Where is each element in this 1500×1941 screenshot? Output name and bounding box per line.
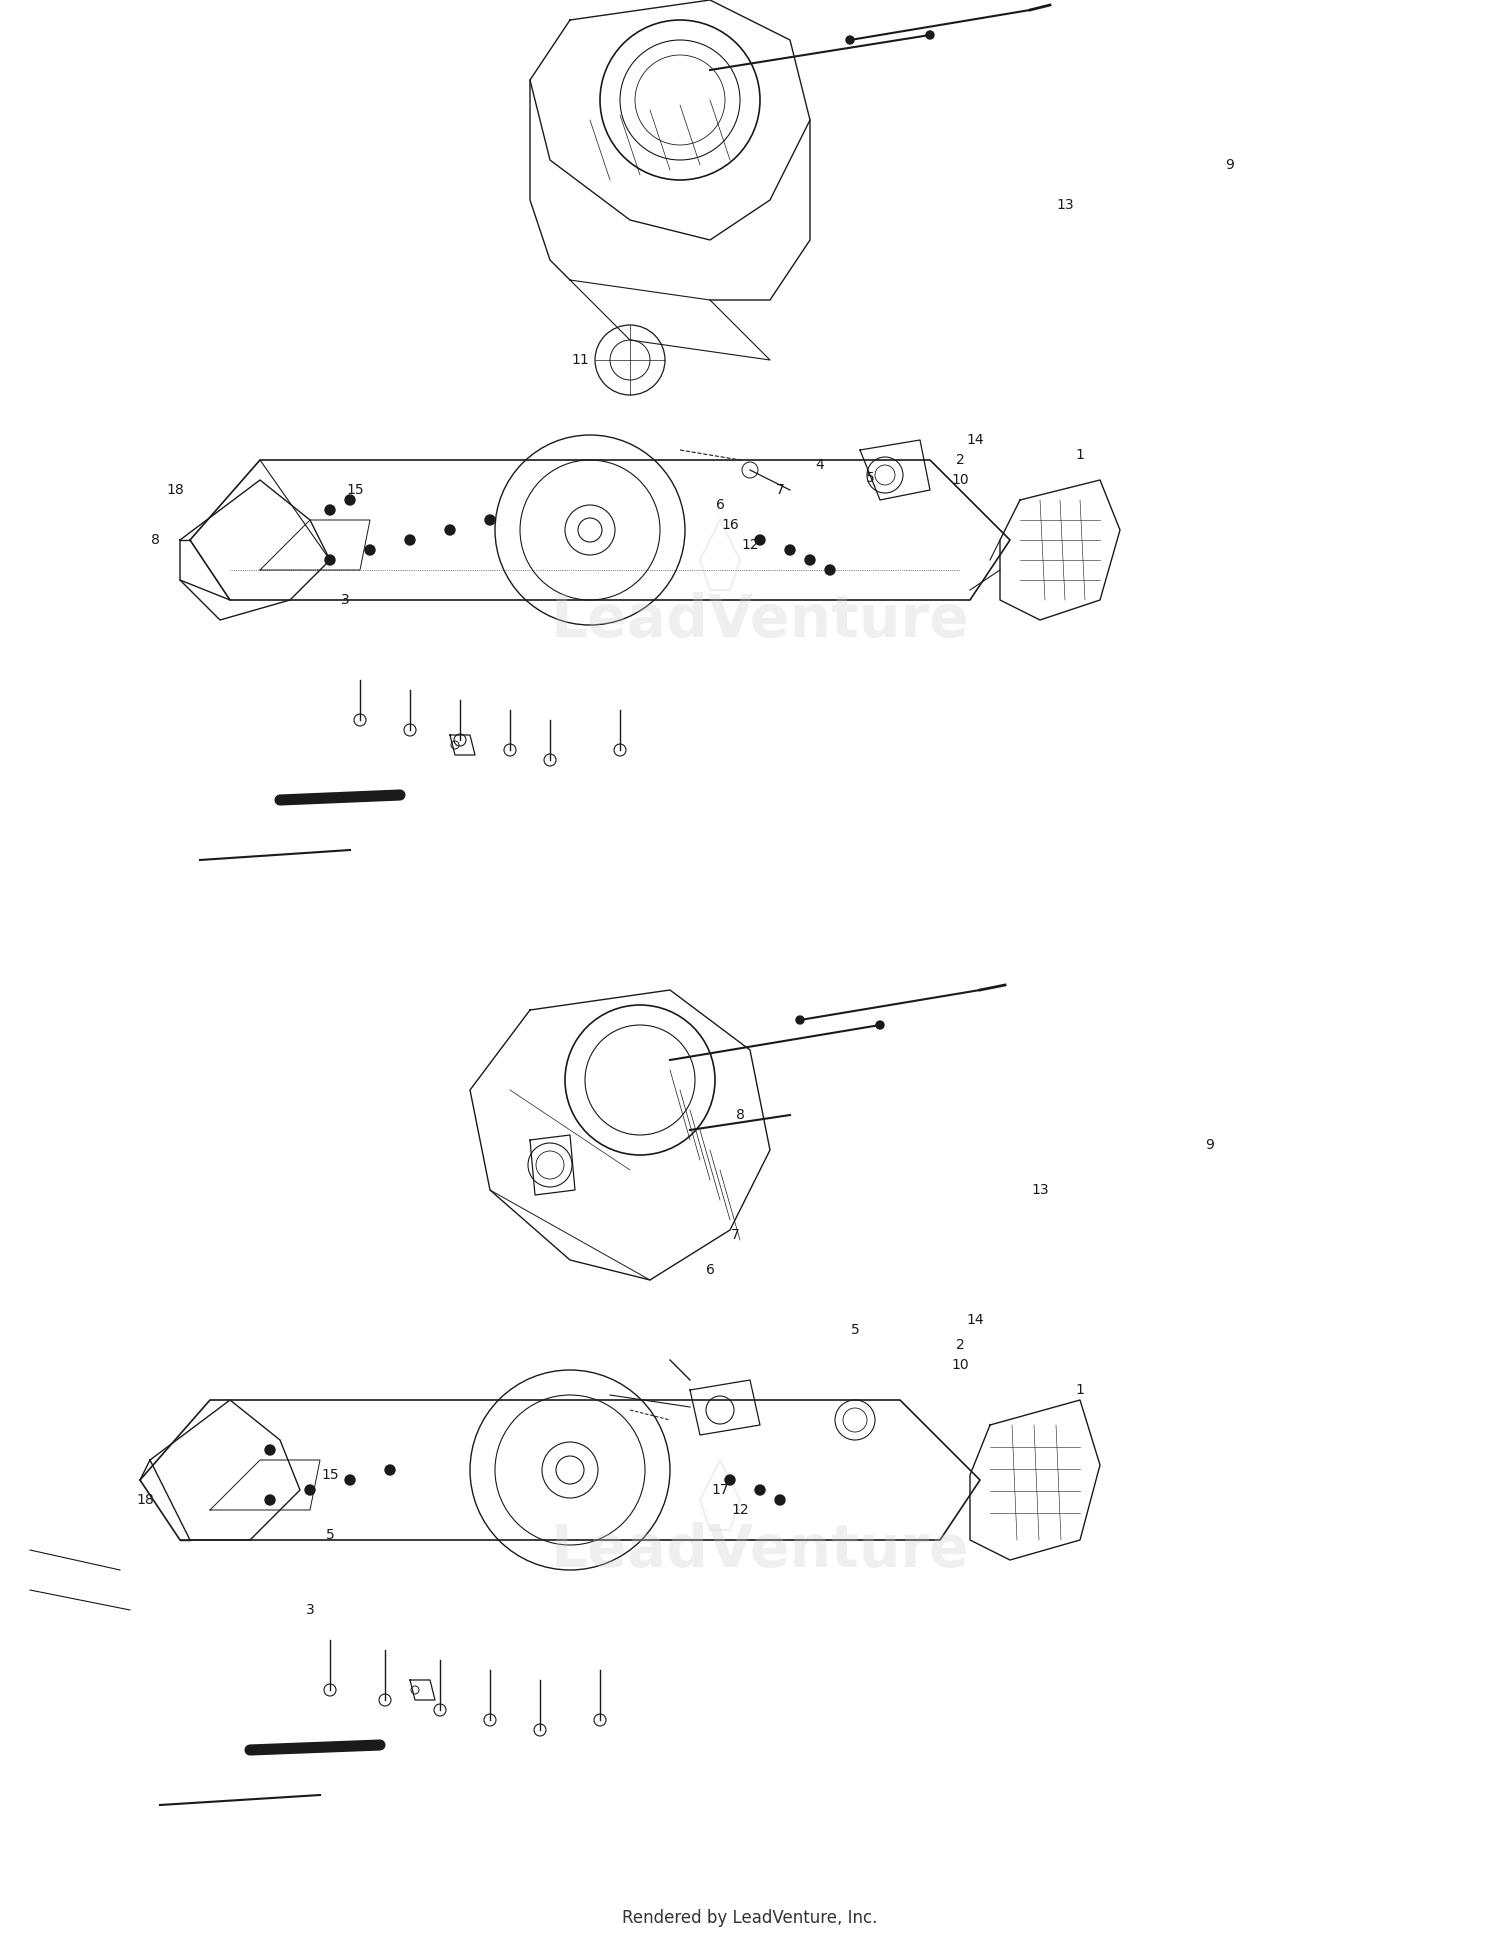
Text: 8: 8 bbox=[150, 534, 159, 547]
Text: 5: 5 bbox=[865, 472, 874, 485]
Circle shape bbox=[754, 1485, 765, 1495]
Text: 16: 16 bbox=[722, 518, 740, 532]
Circle shape bbox=[876, 1021, 884, 1029]
Text: 12: 12 bbox=[730, 1502, 748, 1518]
Text: 4: 4 bbox=[816, 458, 825, 472]
Text: 15: 15 bbox=[321, 1467, 339, 1483]
Circle shape bbox=[266, 1495, 274, 1504]
Text: 14: 14 bbox=[966, 1312, 984, 1328]
Text: 9: 9 bbox=[1226, 157, 1234, 173]
Circle shape bbox=[304, 1485, 315, 1495]
Circle shape bbox=[364, 545, 375, 555]
Text: 18: 18 bbox=[166, 483, 184, 497]
Text: 12: 12 bbox=[741, 538, 759, 551]
Circle shape bbox=[345, 495, 355, 505]
Text: 15: 15 bbox=[346, 483, 364, 497]
Text: 2: 2 bbox=[956, 1337, 964, 1353]
Text: Rendered by LeadVenture, Inc.: Rendered by LeadVenture, Inc. bbox=[622, 1908, 878, 1927]
Text: 3: 3 bbox=[306, 1603, 315, 1617]
Text: 5: 5 bbox=[850, 1324, 859, 1337]
Circle shape bbox=[386, 1465, 394, 1475]
Circle shape bbox=[724, 1475, 735, 1485]
Circle shape bbox=[776, 1495, 784, 1504]
Text: 6: 6 bbox=[716, 499, 724, 512]
Circle shape bbox=[806, 555, 814, 565]
Circle shape bbox=[846, 37, 853, 45]
Text: 3: 3 bbox=[340, 594, 350, 608]
Text: 1: 1 bbox=[1076, 448, 1084, 462]
Text: 11: 11 bbox=[572, 353, 590, 367]
Circle shape bbox=[345, 1475, 355, 1485]
Text: 18: 18 bbox=[136, 1493, 154, 1506]
Circle shape bbox=[446, 524, 454, 536]
Text: 8: 8 bbox=[735, 1108, 744, 1122]
Text: 13: 13 bbox=[1056, 198, 1074, 212]
Text: 14: 14 bbox=[966, 433, 984, 446]
Text: 13: 13 bbox=[1030, 1182, 1048, 1198]
Circle shape bbox=[326, 505, 334, 514]
Circle shape bbox=[405, 536, 416, 545]
Circle shape bbox=[825, 565, 836, 575]
Text: 10: 10 bbox=[951, 1359, 969, 1372]
Circle shape bbox=[326, 555, 334, 565]
Circle shape bbox=[484, 514, 495, 524]
Text: LeadVenture: LeadVenture bbox=[550, 592, 969, 648]
Circle shape bbox=[784, 545, 795, 555]
Text: 17: 17 bbox=[711, 1483, 729, 1497]
Circle shape bbox=[796, 1015, 804, 1025]
Text: 1: 1 bbox=[1076, 1384, 1084, 1398]
Text: LeadVenture: LeadVenture bbox=[550, 1522, 969, 1578]
Circle shape bbox=[754, 536, 765, 545]
Text: 10: 10 bbox=[951, 474, 969, 487]
Text: 2: 2 bbox=[956, 452, 964, 468]
Text: 6: 6 bbox=[705, 1264, 714, 1277]
Text: 9: 9 bbox=[1206, 1137, 1215, 1153]
Text: 7: 7 bbox=[776, 483, 784, 497]
Text: 5: 5 bbox=[326, 1528, 334, 1541]
Circle shape bbox=[926, 31, 934, 39]
Text: 7: 7 bbox=[730, 1229, 740, 1242]
Circle shape bbox=[266, 1444, 274, 1456]
